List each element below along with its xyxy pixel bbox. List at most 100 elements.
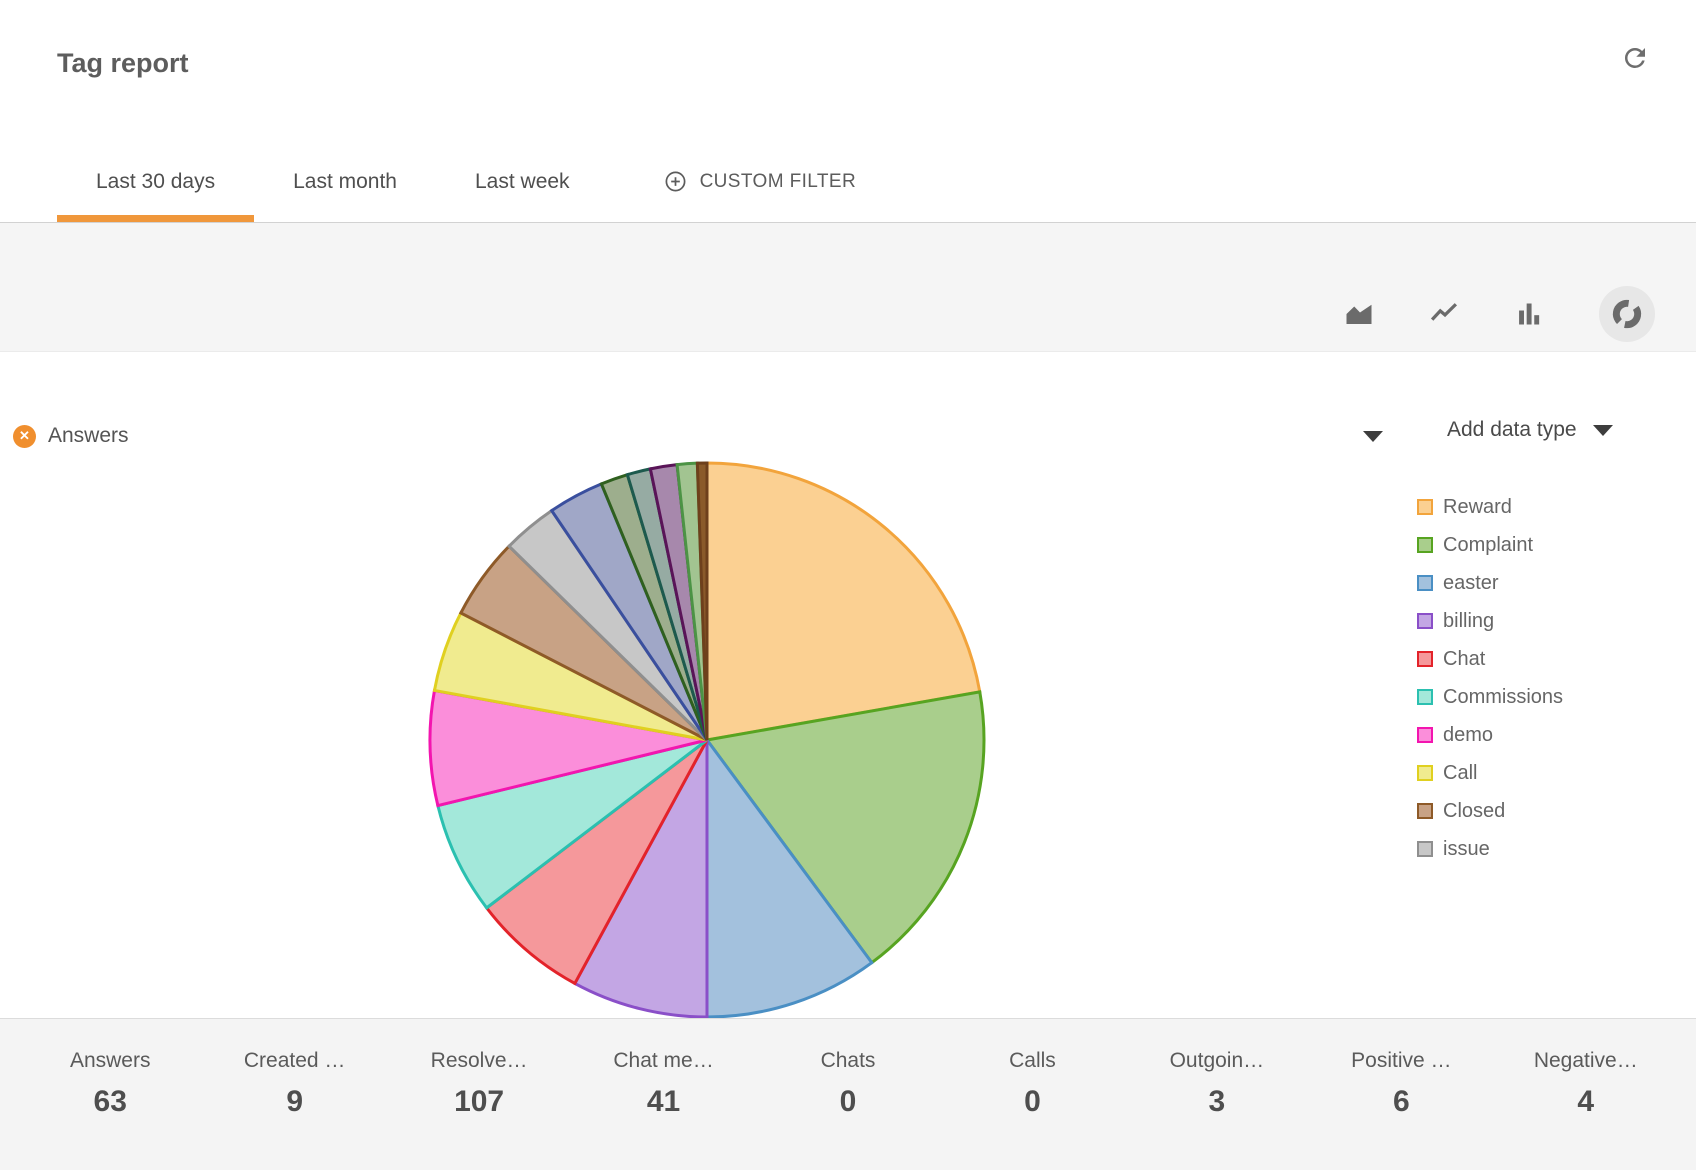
legend-swatch bbox=[1417, 575, 1433, 591]
tab-label: Last week bbox=[475, 169, 570, 193]
legend-swatch bbox=[1417, 499, 1433, 515]
legend-item-issue[interactable]: issue bbox=[1417, 830, 1563, 868]
stat-outgoin: Outgoin… 3 bbox=[1125, 1019, 1309, 1170]
stat-calls: Calls 0 bbox=[940, 1019, 1124, 1170]
stat-value: 9 bbox=[286, 1085, 303, 1118]
stat-value: 63 bbox=[93, 1085, 127, 1118]
legend-label: easter bbox=[1443, 571, 1499, 594]
legend-item-chat[interactable]: Chat bbox=[1417, 640, 1563, 678]
legend-swatch bbox=[1417, 803, 1433, 819]
chart-type-switcher bbox=[1344, 286, 1655, 342]
stat-chat-me: Chat me… 41 bbox=[571, 1019, 755, 1170]
legend-swatch bbox=[1417, 841, 1433, 857]
pie-slice-chat[interactable] bbox=[484, 738, 709, 986]
stat-value: 107 bbox=[454, 1085, 505, 1118]
area-chart-icon bbox=[1346, 304, 1372, 324]
legend-label: Call bbox=[1443, 761, 1478, 784]
summary-stats-bar: Answers 63 Created … 9 Resolve… 107 Chat me… 41… bbox=[0, 1018, 1696, 1170]
pie-slice-reward[interactable] bbox=[705, 461, 982, 742]
stat-label: Chat me… bbox=[613, 1049, 714, 1072]
tab-last-30-days[interactable]: Last 30 days bbox=[57, 148, 255, 222]
custom-filter-button[interactable]: CUSTOM FILTER bbox=[656, 148, 865, 222]
legend-swatch bbox=[1417, 613, 1433, 629]
pie-chart-button[interactable] bbox=[1599, 286, 1655, 342]
tab-label: Last 30 days bbox=[96, 169, 216, 193]
stat-created: Created … 9 bbox=[202, 1019, 386, 1170]
legend-label: Reward bbox=[1443, 495, 1512, 518]
tab-label: Last month bbox=[293, 169, 397, 193]
legend-item-closed[interactable]: Closed bbox=[1417, 792, 1563, 830]
pie-slice-billing[interactable] bbox=[572, 739, 709, 1019]
chevron-down-icon bbox=[1363, 431, 1383, 442]
date-range-tabs: Last 30 days Last month Last week CUSTOM… bbox=[0, 148, 1696, 222]
pie-slice-easter[interactable] bbox=[705, 735, 874, 1019]
legend-item-easter[interactable]: easter bbox=[1417, 564, 1563, 602]
refresh-button[interactable] bbox=[1618, 42, 1652, 76]
stat-value: 3 bbox=[1208, 1085, 1226, 1118]
stat-answers: Answers 63 bbox=[18, 1019, 202, 1170]
stat-chats: Chats 0 bbox=[756, 1019, 940, 1170]
bar-chart-button[interactable] bbox=[1514, 299, 1544, 329]
line-chart-button[interactable] bbox=[1429, 299, 1459, 329]
legend-label: Chat bbox=[1443, 647, 1486, 670]
legend-label: billing bbox=[1443, 609, 1495, 632]
stat-value: 0 bbox=[1024, 1085, 1041, 1118]
stat-label: Negative… bbox=[1533, 1049, 1638, 1072]
stat-value: 6 bbox=[1392, 1085, 1410, 1118]
stat-negative: Negative… 4 bbox=[1494, 1019, 1678, 1170]
stat-positive: Positive … 6 bbox=[1309, 1019, 1493, 1170]
stat-label: Outgoin… bbox=[1169, 1049, 1265, 1072]
stat-value: 0 bbox=[839, 1085, 857, 1118]
legend-item-call[interactable]: Call bbox=[1417, 754, 1563, 792]
stat-value: 4 bbox=[1577, 1085, 1595, 1118]
series-chip-label: Answers bbox=[48, 424, 129, 447]
legend-item-billing[interactable]: billing bbox=[1417, 602, 1563, 640]
pie-slice-unlabeled-16[interactable] bbox=[695, 461, 709, 741]
stat-label: Answers bbox=[69, 1049, 151, 1072]
add-data-type-button[interactable]: Add data type bbox=[1447, 418, 1613, 442]
legend-label: demo bbox=[1443, 723, 1494, 746]
stat-label: Chats bbox=[820, 1049, 876, 1072]
legend-item-commissions[interactable]: Commissions bbox=[1417, 678, 1563, 716]
legend-label: Complaint bbox=[1443, 533, 1534, 556]
chevron-down-icon bbox=[1592, 424, 1613, 436]
series-dropdown-button[interactable] bbox=[1363, 430, 1383, 445]
pie-slice-commissions[interactable] bbox=[436, 738, 708, 910]
stat-resolve: Resolve… 107 bbox=[387, 1019, 571, 1170]
custom-filter-label: CUSTOM FILTER bbox=[699, 170, 857, 192]
legend-label: Closed bbox=[1443, 799, 1506, 822]
legend-swatch bbox=[1417, 689, 1433, 705]
pie-slice-complaint[interactable] bbox=[704, 690, 986, 965]
pie-chart bbox=[426, 459, 988, 1021]
tab-last-month[interactable]: Last month bbox=[254, 148, 436, 222]
pie-chart-icon bbox=[1612, 299, 1642, 329]
page-title: Tag report bbox=[57, 48, 189, 78]
toolbar-band bbox=[0, 222, 1696, 352]
legend-item-reward[interactable]: Reward bbox=[1417, 488, 1563, 526]
legend-swatch bbox=[1417, 727, 1433, 743]
bar-chart-icon bbox=[1519, 303, 1540, 325]
stat-label: Calls bbox=[1009, 1049, 1056, 1072]
add-data-type-label: Add data type bbox=[1447, 418, 1577, 441]
area-chart-button[interactable] bbox=[1344, 299, 1374, 329]
stat-label: Resolve… bbox=[430, 1049, 528, 1072]
tab-last-week[interactable]: Last week bbox=[436, 148, 609, 222]
stat-value: 41 bbox=[646, 1085, 681, 1118]
legend-item-complaint[interactable]: Complaint bbox=[1417, 526, 1563, 564]
legend-label: Commissions bbox=[1443, 685, 1564, 708]
legend-swatch bbox=[1417, 651, 1433, 667]
legend-swatch bbox=[1417, 537, 1433, 553]
legend-swatch bbox=[1417, 765, 1433, 781]
refresh-icon bbox=[1624, 47, 1645, 68]
chart-legend: Reward Complaint easter billing Chat Commissi… bbox=[1417, 488, 1563, 868]
legend-item-demo[interactable]: demo bbox=[1417, 716, 1563, 754]
plus-circle-icon bbox=[665, 171, 686, 192]
stat-label: Positive … bbox=[1351, 1049, 1452, 1072]
remove-series-icon[interactable]: ✕ bbox=[13, 424, 36, 448]
line-chart-icon bbox=[1430, 303, 1458, 321]
stat-label: Created … bbox=[243, 1049, 346, 1072]
series-chip-answers[interactable]: ✕ Answers bbox=[13, 424, 129, 448]
pie-slice-demo[interactable] bbox=[428, 688, 708, 808]
legend-label: issue bbox=[1443, 837, 1490, 860]
